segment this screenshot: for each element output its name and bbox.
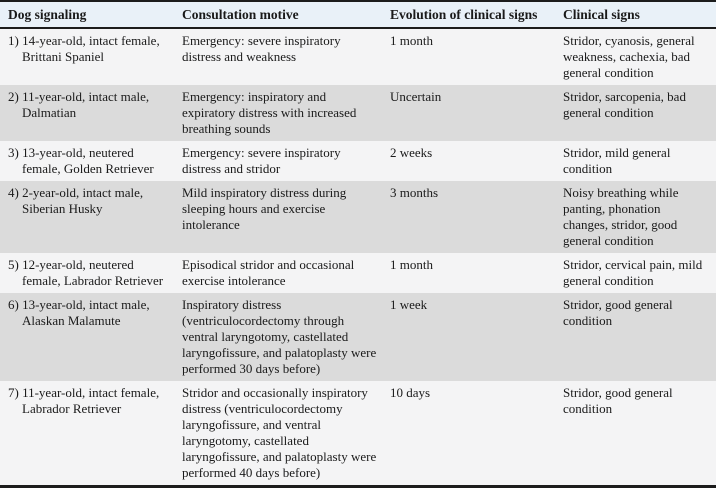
cell-evolution: Uncertain [390,89,442,104]
table-row-7: 7) 11-year-old, intact female, Labrador … [0,381,716,487]
cell-clinical-signs: Stridor, cyanosis, general weakness, cac… [563,33,695,80]
cell-signaling: 3) 13-year-old, neutered female, Golden … [8,145,154,176]
cell-clinical-signs: Noisy breathing while panting, phonation… [563,185,679,248]
cell-motive: Episodical stridor and occasional exerci… [182,257,355,288]
column-header-consultation-motive: Consultation motive [182,1,390,29]
cell-motive: Emergency: severe inspiratory distress a… [182,145,341,176]
cell-clinical-signs: Stridor, mild general condition [563,145,671,176]
cell-motive: Mild inspiratory distress during sleepin… [182,185,347,232]
column-header-clinical-signs: Clinical signs [563,1,716,29]
table-header: Dog signaling Consultation motive Evolut… [0,1,716,29]
table-row-5: 5) 12-year-old, neutered female, Labrado… [0,253,716,293]
cell-signaling: 5) 12-year-old, neutered female, Labrado… [8,257,164,288]
cell-evolution: 1 month [390,257,433,272]
cell-clinical-signs: Stridor, good general condition [563,297,673,328]
cell-clinical-signs: Stridor, sarcopenia, bad general conditi… [563,89,686,120]
cell-evolution: 2 weeks [390,145,433,160]
table-row-6: 6) 13-year-old, intact male, Alaskan Mal… [0,293,716,381]
cell-clinical-signs: Stridor, cervical pain, mild general con… [563,257,703,288]
cell-evolution: 1 week [390,297,428,312]
column-header-dog-signaling: Dog signaling [0,1,182,29]
column-header-evolution-of-clinical-signs: Evolution of clinical signs [390,1,563,29]
cell-signaling: 6) 13-year-old, intact male, Alaskan Mal… [8,297,150,328]
cell-motive: Stridor and occasionally inspiratory dis… [182,385,377,480]
cell-evolution: 1 month [390,33,433,48]
cell-clinical-signs: Stridor, good general condition [563,385,673,416]
cell-evolution: 3 months [390,185,439,200]
table-row-2: 2) 11-year-old, intact male, Dalmatian E… [0,85,716,141]
cell-motive: Emergency: inspiratory and expiratory di… [182,89,357,136]
cell-motive: Emergency: severe inspiratory distress a… [182,33,341,64]
cell-motive: Inspiratory distress (ventriculocordecto… [182,297,377,376]
cell-signaling: 2) 11-year-old, intact male, Dalmatian [8,89,150,120]
cell-evolution: 10 days [390,385,431,400]
cell-signaling: 7) 11-year-old, intact female, Labrador … [8,385,160,416]
table-row-1: 1) 14-year-old, intact female, Brittani … [0,28,716,85]
cell-signaling: 1) 14-year-old, intact female, Brittani … [8,33,160,64]
cell-signaling: 4) 2-year-old, intact male, Siberian Hus… [8,185,144,216]
table-body: 1) 14-year-old, intact female, Brittani … [0,28,716,487]
header-row: Dog signaling Consultation motive Evolut… [0,1,716,29]
table-row-3: 3) 13-year-old, neutered female, Golden … [0,141,716,181]
table-row-4: 4) 2-year-old, intact male, Siberian Hus… [0,181,716,253]
